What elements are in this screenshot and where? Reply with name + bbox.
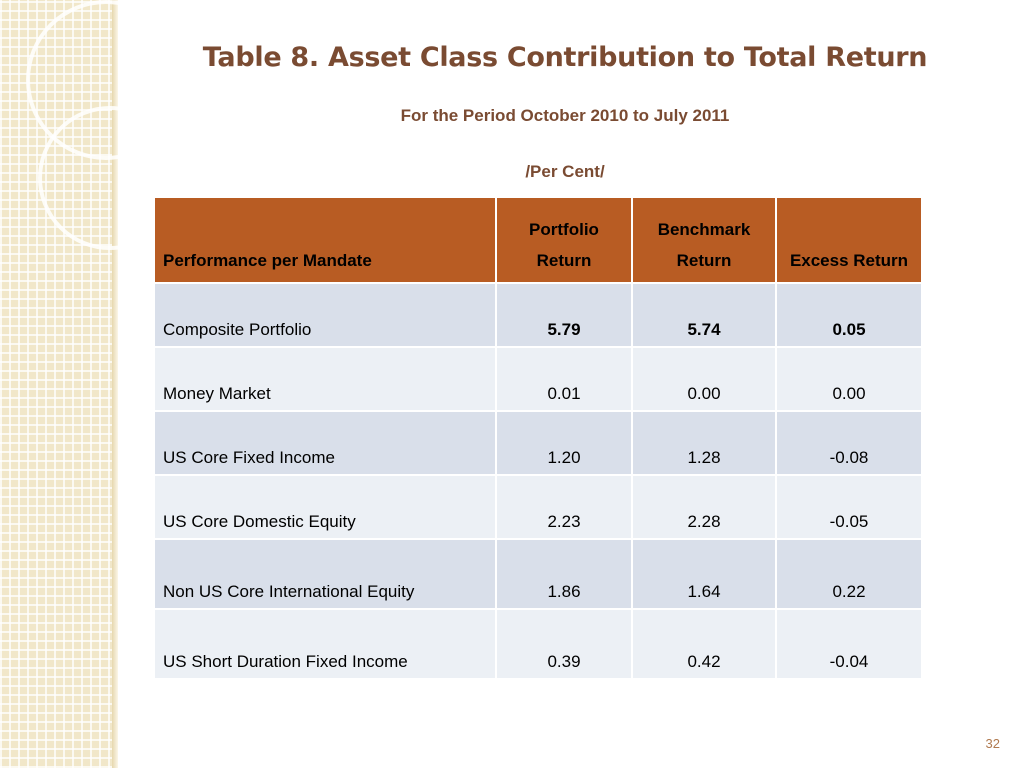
row-portfolio-return: 2.23 [495, 474, 633, 540]
row-benchmark-return: 2.28 [631, 474, 777, 540]
table-row: Money Market 0.01 0.00 0.00 [153, 346, 923, 412]
row-mandate: US Short Duration Fixed Income [153, 608, 497, 680]
row-benchmark-return: 5.74 [631, 282, 777, 348]
decorative-side-band [0, 0, 112, 768]
row-benchmark-return: 0.42 [631, 608, 777, 680]
row-portfolio-return: 1.86 [495, 538, 633, 610]
row-benchmark-return: 1.64 [631, 538, 777, 610]
row-mandate: Non US Core International Equity [153, 538, 497, 610]
decorative-circle-large [26, 0, 130, 160]
row-excess-return: 0.00 [775, 346, 923, 412]
row-mandate: US Core Fixed Income [153, 410, 497, 476]
decorative-circle-small [38, 106, 130, 250]
units-label: /Per Cent/ [525, 162, 605, 181]
row-mandate: Composite Portfolio [153, 282, 497, 348]
returns-table: Performance per Mandate Portfolio Return… [153, 196, 923, 680]
row-mandate: Money Market [153, 346, 497, 412]
row-portfolio-return: 0.01 [495, 346, 633, 412]
row-portfolio-return: 5.79 [495, 282, 633, 348]
row-excess-return: 0.22 [775, 538, 923, 610]
table-body: Composite Portfolio 5.79 5.74 0.05 Money… [153, 282, 923, 680]
header-benchmark-return: Benchmark Return [631, 196, 777, 284]
decorative-circles [26, 0, 130, 250]
row-benchmark-return: 1.28 [631, 410, 777, 476]
row-benchmark-return: 0.00 [631, 346, 777, 412]
header-row: Performance per Mandate Portfolio Return… [153, 196, 923, 284]
table-row: US Core Fixed Income 1.20 1.28 -0.08 [153, 410, 923, 476]
row-mandate: US Core Domestic Equity [153, 474, 497, 540]
row-excess-return: -0.08 [775, 410, 923, 476]
header-portfolio-return: Portfolio Return [495, 196, 633, 284]
table-row: Composite Portfolio 5.79 5.74 0.05 [153, 282, 923, 348]
slide-subtitle: For the Period October 2010 to July 2011 [400, 106, 730, 125]
row-portfolio-return: 0.39 [495, 608, 633, 680]
row-excess-return: -0.04 [775, 608, 923, 680]
table-row: US Core Domestic Equity 2.23 2.28 -0.05 [153, 474, 923, 540]
table-header: Performance per Mandate Portfolio Return… [153, 196, 923, 284]
side-band-edge [112, 0, 118, 768]
row-excess-return: -0.05 [775, 474, 923, 540]
row-excess-return: 0.05 [775, 282, 923, 348]
slide-title: Table 8. Asset Class Contribution to Tot… [202, 42, 928, 73]
table-row: US Short Duration Fixed Income 0.39 0.42… [153, 608, 923, 680]
table-row: Non US Core International Equity 1.86 1.… [153, 538, 923, 610]
row-portfolio-return: 1.20 [495, 410, 633, 476]
header-mandate: Performance per Mandate [153, 196, 497, 284]
page-number: 32 [985, 736, 1000, 751]
header-excess-return: Excess Return [775, 196, 923, 284]
